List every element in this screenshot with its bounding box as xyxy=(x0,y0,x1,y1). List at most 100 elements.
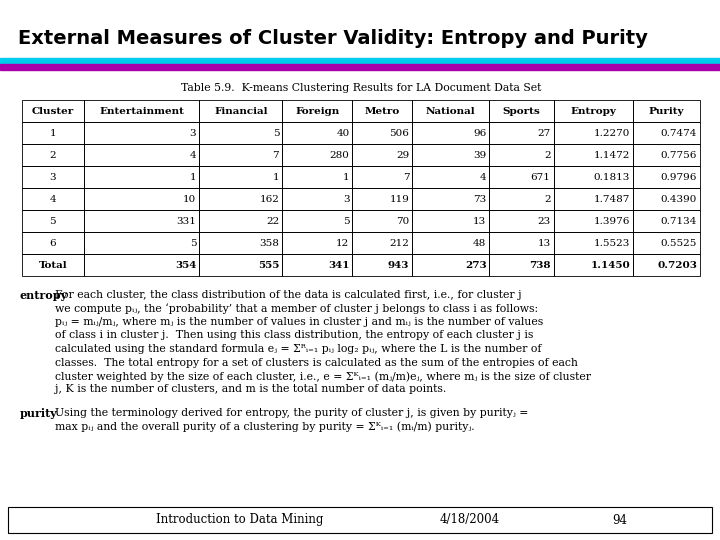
Text: 331: 331 xyxy=(176,217,197,226)
Text: 13: 13 xyxy=(537,239,551,247)
Text: 0.7203: 0.7203 xyxy=(657,260,697,269)
Text: 0.1813: 0.1813 xyxy=(594,172,630,181)
Text: 273: 273 xyxy=(465,260,487,269)
Text: max pᵢⱼ and the overall purity of a clustering by purity = Σᴷᵢ₌₁ (mᵢ/m) purityⱼ.: max pᵢⱼ and the overall purity of a clus… xyxy=(55,422,474,432)
Text: Entropy: Entropy xyxy=(570,106,616,116)
Bar xyxy=(84,254,199,276)
Text: 1.2270: 1.2270 xyxy=(594,129,630,138)
Text: 0.5525: 0.5525 xyxy=(661,239,697,247)
Text: 1: 1 xyxy=(50,129,56,138)
Text: 5: 5 xyxy=(189,239,197,247)
Text: 70: 70 xyxy=(396,217,410,226)
Text: Metro: Metro xyxy=(365,106,400,116)
Bar xyxy=(199,166,282,188)
Text: 162: 162 xyxy=(259,194,279,204)
Text: 555: 555 xyxy=(258,260,279,269)
Text: 212: 212 xyxy=(390,239,410,247)
Text: 5: 5 xyxy=(273,129,279,138)
Bar xyxy=(554,144,633,166)
Text: 3: 3 xyxy=(343,194,349,204)
Text: calculated using the standard formula eⱼ = Σᴿᵢ₌₁ pᵢⱼ log₂ pᵢⱼ, where the L is th: calculated using the standard formula eⱼ… xyxy=(55,344,541,354)
Text: Entertainment: Entertainment xyxy=(99,106,184,116)
Text: classes.  The total entropy for a set of clusters is calculated as the sum of th: classes. The total entropy for a set of … xyxy=(55,357,578,368)
Bar xyxy=(22,188,84,210)
Bar xyxy=(282,144,352,166)
Text: 3: 3 xyxy=(189,129,197,138)
Text: 10: 10 xyxy=(183,194,197,204)
Bar xyxy=(282,188,352,210)
Text: 1: 1 xyxy=(343,172,349,181)
Bar xyxy=(554,232,633,254)
Bar xyxy=(199,232,282,254)
Text: j, K is the number of clusters, and m is the total number of data points.: j, K is the number of clusters, and m is… xyxy=(55,384,446,395)
Text: 4: 4 xyxy=(480,172,487,181)
Text: 2: 2 xyxy=(544,194,551,204)
Text: 3: 3 xyxy=(50,172,56,181)
Bar xyxy=(352,144,413,166)
Bar xyxy=(282,166,352,188)
Text: pᵢⱼ = mᵢⱼ/mⱼ, where mⱼ is the number of values in cluster j and mᵢⱼ is the numbe: pᵢⱼ = mᵢⱼ/mⱼ, where mⱼ is the number of … xyxy=(55,317,544,327)
Bar xyxy=(490,100,554,122)
Text: 0.4390: 0.4390 xyxy=(661,194,697,204)
Bar xyxy=(22,144,84,166)
Bar xyxy=(413,144,490,166)
Bar xyxy=(352,210,413,232)
Bar xyxy=(8,507,712,533)
Bar xyxy=(633,100,700,122)
Text: Introduction to Data Mining: Introduction to Data Mining xyxy=(156,514,324,526)
Bar xyxy=(84,166,199,188)
Bar xyxy=(282,122,352,144)
Text: 13: 13 xyxy=(473,217,487,226)
Bar xyxy=(490,254,554,276)
Text: entropy: entropy xyxy=(20,290,68,301)
Bar xyxy=(199,188,282,210)
Bar xyxy=(633,144,700,166)
Text: we compute pᵢⱼ, the ‘probability’ that a member of cluster j belongs to class i : we compute pᵢⱼ, the ‘probability’ that a… xyxy=(55,303,538,314)
Bar xyxy=(84,144,199,166)
Text: 23: 23 xyxy=(537,217,551,226)
Bar xyxy=(413,254,490,276)
Text: 1.7487: 1.7487 xyxy=(594,194,630,204)
Text: Total: Total xyxy=(38,260,67,269)
Bar xyxy=(633,122,700,144)
Text: 0.7756: 0.7756 xyxy=(661,151,697,159)
Text: 48: 48 xyxy=(473,239,487,247)
Text: 12: 12 xyxy=(336,239,349,247)
Text: 358: 358 xyxy=(259,239,279,247)
Text: 5: 5 xyxy=(343,217,349,226)
Text: 1: 1 xyxy=(189,172,197,181)
Bar xyxy=(633,166,700,188)
Bar xyxy=(490,232,554,254)
Bar xyxy=(352,232,413,254)
Text: 4: 4 xyxy=(189,151,197,159)
Bar xyxy=(554,100,633,122)
Bar xyxy=(0,58,720,64)
Bar xyxy=(282,100,352,122)
Text: cluster weighted by the size of each cluster, i.e., e = Σᴷᵢ₌₁ (mⱼ/m)eⱼ, where mⱼ: cluster weighted by the size of each clu… xyxy=(55,371,591,382)
Bar xyxy=(84,232,199,254)
Bar xyxy=(554,122,633,144)
Text: 0.7474: 0.7474 xyxy=(661,129,697,138)
Bar xyxy=(352,122,413,144)
Text: 94: 94 xyxy=(613,514,628,526)
Text: 506: 506 xyxy=(390,129,410,138)
Text: 96: 96 xyxy=(473,129,487,138)
Bar xyxy=(84,188,199,210)
Bar xyxy=(199,100,282,122)
Text: 2: 2 xyxy=(50,151,56,159)
Bar xyxy=(199,254,282,276)
Text: 5: 5 xyxy=(50,217,56,226)
Bar xyxy=(633,188,700,210)
Text: Purity: Purity xyxy=(649,106,685,116)
Text: 4/18/2004: 4/18/2004 xyxy=(440,514,500,526)
Bar xyxy=(282,232,352,254)
Text: 671: 671 xyxy=(531,172,551,181)
Text: 1.1472: 1.1472 xyxy=(594,151,630,159)
Text: 0.9796: 0.9796 xyxy=(661,172,697,181)
Bar xyxy=(22,232,84,254)
Bar xyxy=(554,210,633,232)
Text: 1.1450: 1.1450 xyxy=(590,260,630,269)
Text: 354: 354 xyxy=(175,260,197,269)
Text: of class i in cluster j.  Then using this class distribution, the entropy of eac: of class i in cluster j. Then using this… xyxy=(55,330,534,341)
Text: 2: 2 xyxy=(544,151,551,159)
